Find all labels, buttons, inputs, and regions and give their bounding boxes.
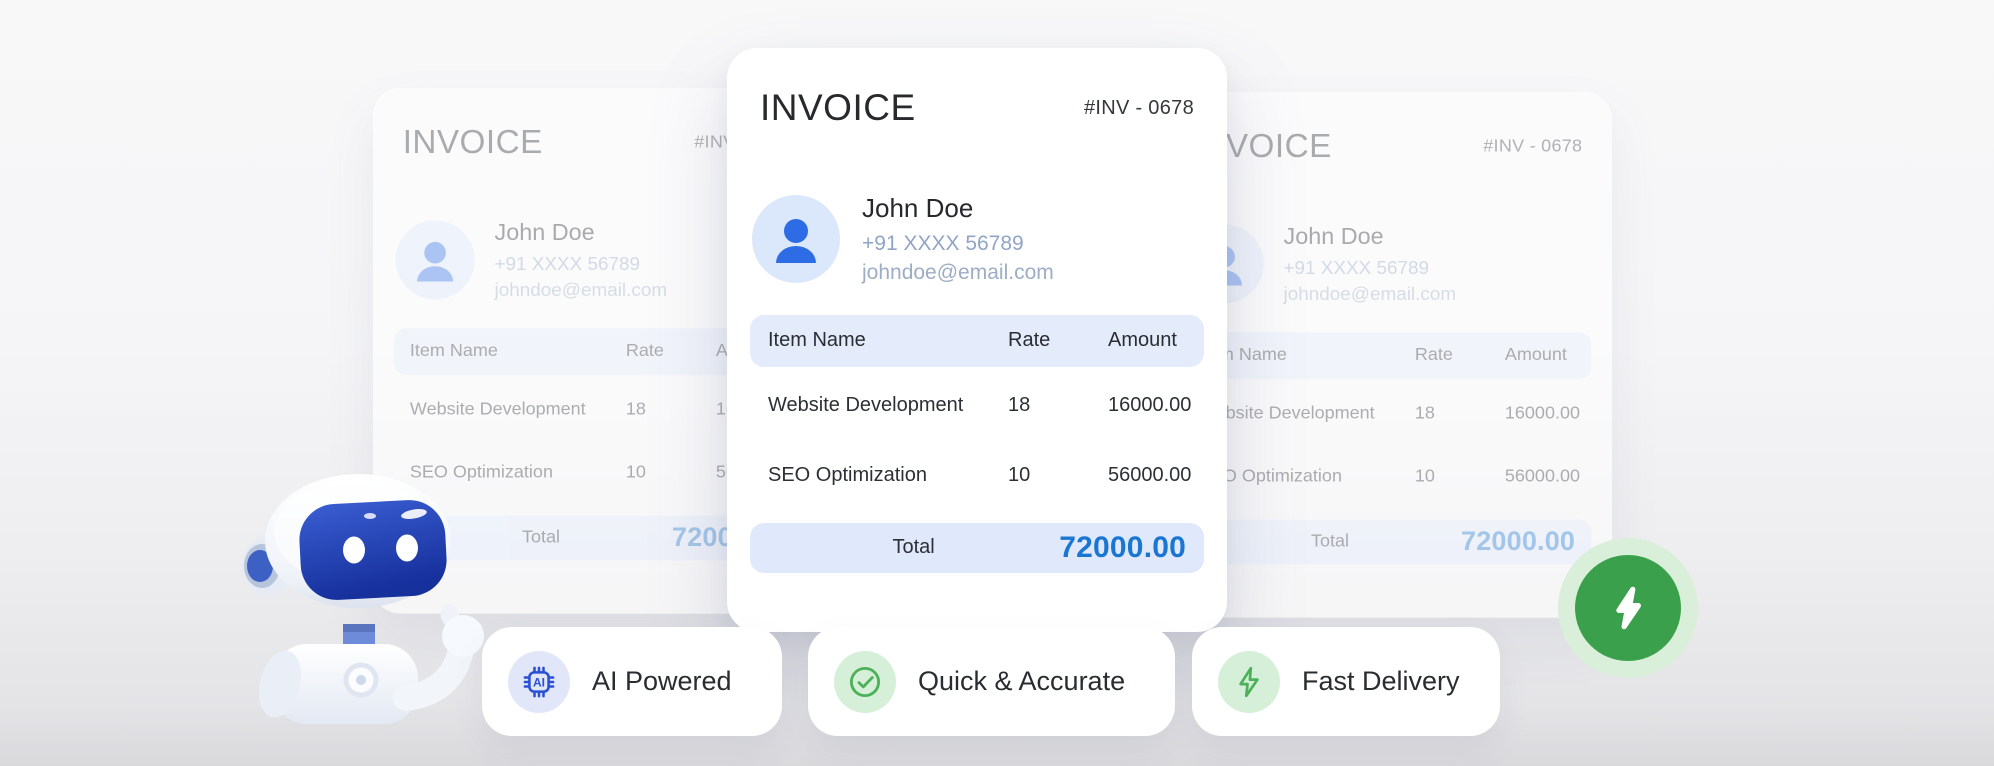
item-amount: 16000.00	[1504, 403, 1580, 424]
lightning-badge	[1575, 555, 1681, 661]
total-value: 72000.00	[1059, 530, 1186, 564]
column-item-name: Item Name	[768, 329, 866, 352]
item-amount: 56000.00	[1504, 466, 1580, 487]
item-rate: 18	[1414, 403, 1435, 424]
table-header-row: Item Name Rate Amount	[750, 314, 1204, 367]
customer-phone: +91 XXXX 56789	[494, 253, 641, 275]
total-value: 72000.00	[1461, 526, 1576, 557]
customer-name: John Doe	[1283, 222, 1384, 250]
table-row: SEO Optimization 10 56000.00	[1183, 449, 1592, 505]
item-name: SEO Optimization	[1198, 466, 1342, 487]
invoice-title: INVOICE	[402, 123, 543, 160]
item-name: Website Development	[768, 394, 964, 417]
total-label: Total	[892, 536, 935, 559]
person-icon	[776, 218, 816, 263]
avatar	[395, 220, 475, 300]
customer-name: John Doe	[862, 192, 974, 223]
person-icon	[417, 241, 454, 282]
customer-email: johndoe@email.com	[1283, 283, 1457, 305]
lightning-icon	[1218, 650, 1280, 713]
total-row: Total 72000.00	[1182, 519, 1592, 565]
item-name: SEO Optimization	[409, 462, 553, 483]
column-rate: Rate	[1008, 329, 1051, 352]
svg-text:AI: AI	[533, 675, 545, 689]
robot-mascot	[228, 458, 498, 738]
customer-section: John Doe +91 XXXX 56789 johndoe@email.co…	[1183, 222, 1592, 305]
customer-section: John Doe +91 XXXX 56789 johndoe@email.co…	[750, 193, 1204, 285]
column-rate: Rate	[1414, 345, 1453, 365]
column-rate: Rate	[625, 341, 664, 361]
item-amount: 16000.00	[1108, 394, 1192, 417]
customer-phone: +91 XXXX 56789	[862, 231, 1024, 255]
customer-email: johndoe@email.com	[862, 260, 1054, 284]
customer-section: John Doe +91 XXXX 56789 johndoe@email.co…	[394, 218, 803, 301]
table-row: SEO Optimization 10 56000.00	[750, 445, 1204, 507]
lightning-badge-ring	[1558, 538, 1698, 678]
avatar	[752, 194, 840, 283]
invoice-number: #INV - 0678	[1083, 96, 1194, 119]
feature-label: AI Powered	[592, 666, 732, 696]
feature-pill-quick-accurate: Quick & Accurate	[808, 627, 1175, 736]
table-row: Website Development 18 16000.00	[1183, 386, 1592, 442]
total-label: Total	[521, 527, 560, 548]
column-amount: Amount	[1504, 345, 1567, 365]
item-name: SEO Optimization	[768, 464, 927, 487]
item-rate: 10	[625, 462, 646, 483]
ai-chip-icon: AI	[508, 650, 570, 713]
item-rate: 10	[1414, 466, 1435, 487]
invoice-card-main: INVOICE #INV - 0678 John Doe +91 XXXX 56…	[727, 48, 1227, 632]
column-item-name: Item Name	[409, 341, 498, 361]
customer-email: johndoe@email.com	[494, 279, 668, 301]
check-circle-icon	[834, 650, 896, 713]
feature-label: Fast Delivery	[1302, 666, 1460, 696]
invoice-number: #INV - 0678	[1483, 135, 1583, 156]
total-label: Total	[1310, 531, 1349, 552]
customer-name: John Doe	[494, 218, 595, 246]
column-item-name: Item Name	[1198, 345, 1287, 365]
invoice-card-background-right: INVOICE #INV - 0678 John Doe +91 XXXX 56…	[1162, 92, 1612, 618]
robot-illustration	[242, 474, 484, 724]
item-rate: 10	[1008, 464, 1031, 487]
table-header-row: Item Name Rate Amount	[1182, 332, 1592, 379]
item-rate: 18	[625, 399, 646, 420]
feature-label: Quick & Accurate	[918, 666, 1126, 696]
item-name: Website Development	[409, 399, 586, 420]
total-row: Total 72000.00	[750, 522, 1204, 573]
item-rate: 18	[1008, 394, 1031, 417]
invoice-title: INVOICE	[760, 87, 916, 128]
customer-phone: +91 XXXX 56789	[1283, 257, 1430, 279]
lightning-bolt-icon	[1616, 586, 1641, 630]
column-amount: Amount	[1108, 329, 1177, 352]
feature-pill-ai-powered: AI AI Powered	[482, 627, 782, 736]
table-row: Website Development 18 16000.00	[750, 375, 1204, 437]
item-name: Website Development	[1198, 403, 1375, 424]
feature-pill-fast-delivery: Fast Delivery	[1192, 627, 1500, 736]
item-amount: 56000.00	[1108, 464, 1192, 487]
